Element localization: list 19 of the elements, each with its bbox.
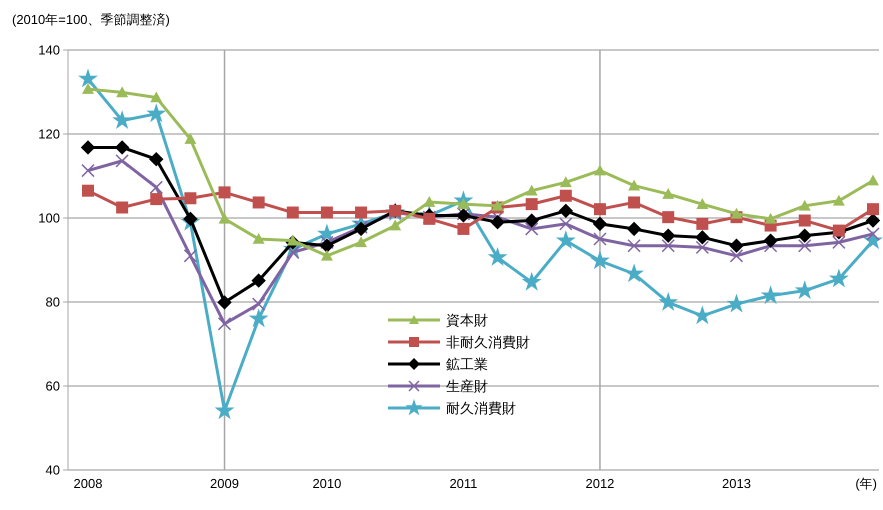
legend-label: 非耐久消費財 — [446, 334, 530, 350]
x-tick-label: 2013 — [722, 476, 751, 491]
x-tick-label: 2008 — [74, 476, 102, 491]
x-tick-label: 2011 — [449, 476, 478, 491]
x-tick-label: 2012 — [585, 476, 614, 491]
y-tick-label: 100 — [38, 210, 60, 226]
legend-label: 耐久消費財 — [446, 400, 516, 416]
x-tick-label: 2009 — [210, 476, 239, 491]
legend-label: 鉱工業 — [446, 356, 488, 372]
y-tick-label: 60 — [46, 378, 60, 394]
y-tick-label: 80 — [46, 294, 60, 310]
x-tick-label: 2010 — [312, 476, 342, 491]
chart-title: (2010年=100、季節調整済) — [12, 12, 170, 27]
y-tick-label: 140 — [38, 42, 60, 58]
legend-label: 資本財 — [446, 312, 488, 328]
x-axis-title: (年) — [855, 476, 877, 491]
legend-label: 生産財 — [446, 378, 488, 394]
y-tick-label: 40 — [46, 462, 60, 478]
y-tick-label: 120 — [38, 126, 60, 142]
